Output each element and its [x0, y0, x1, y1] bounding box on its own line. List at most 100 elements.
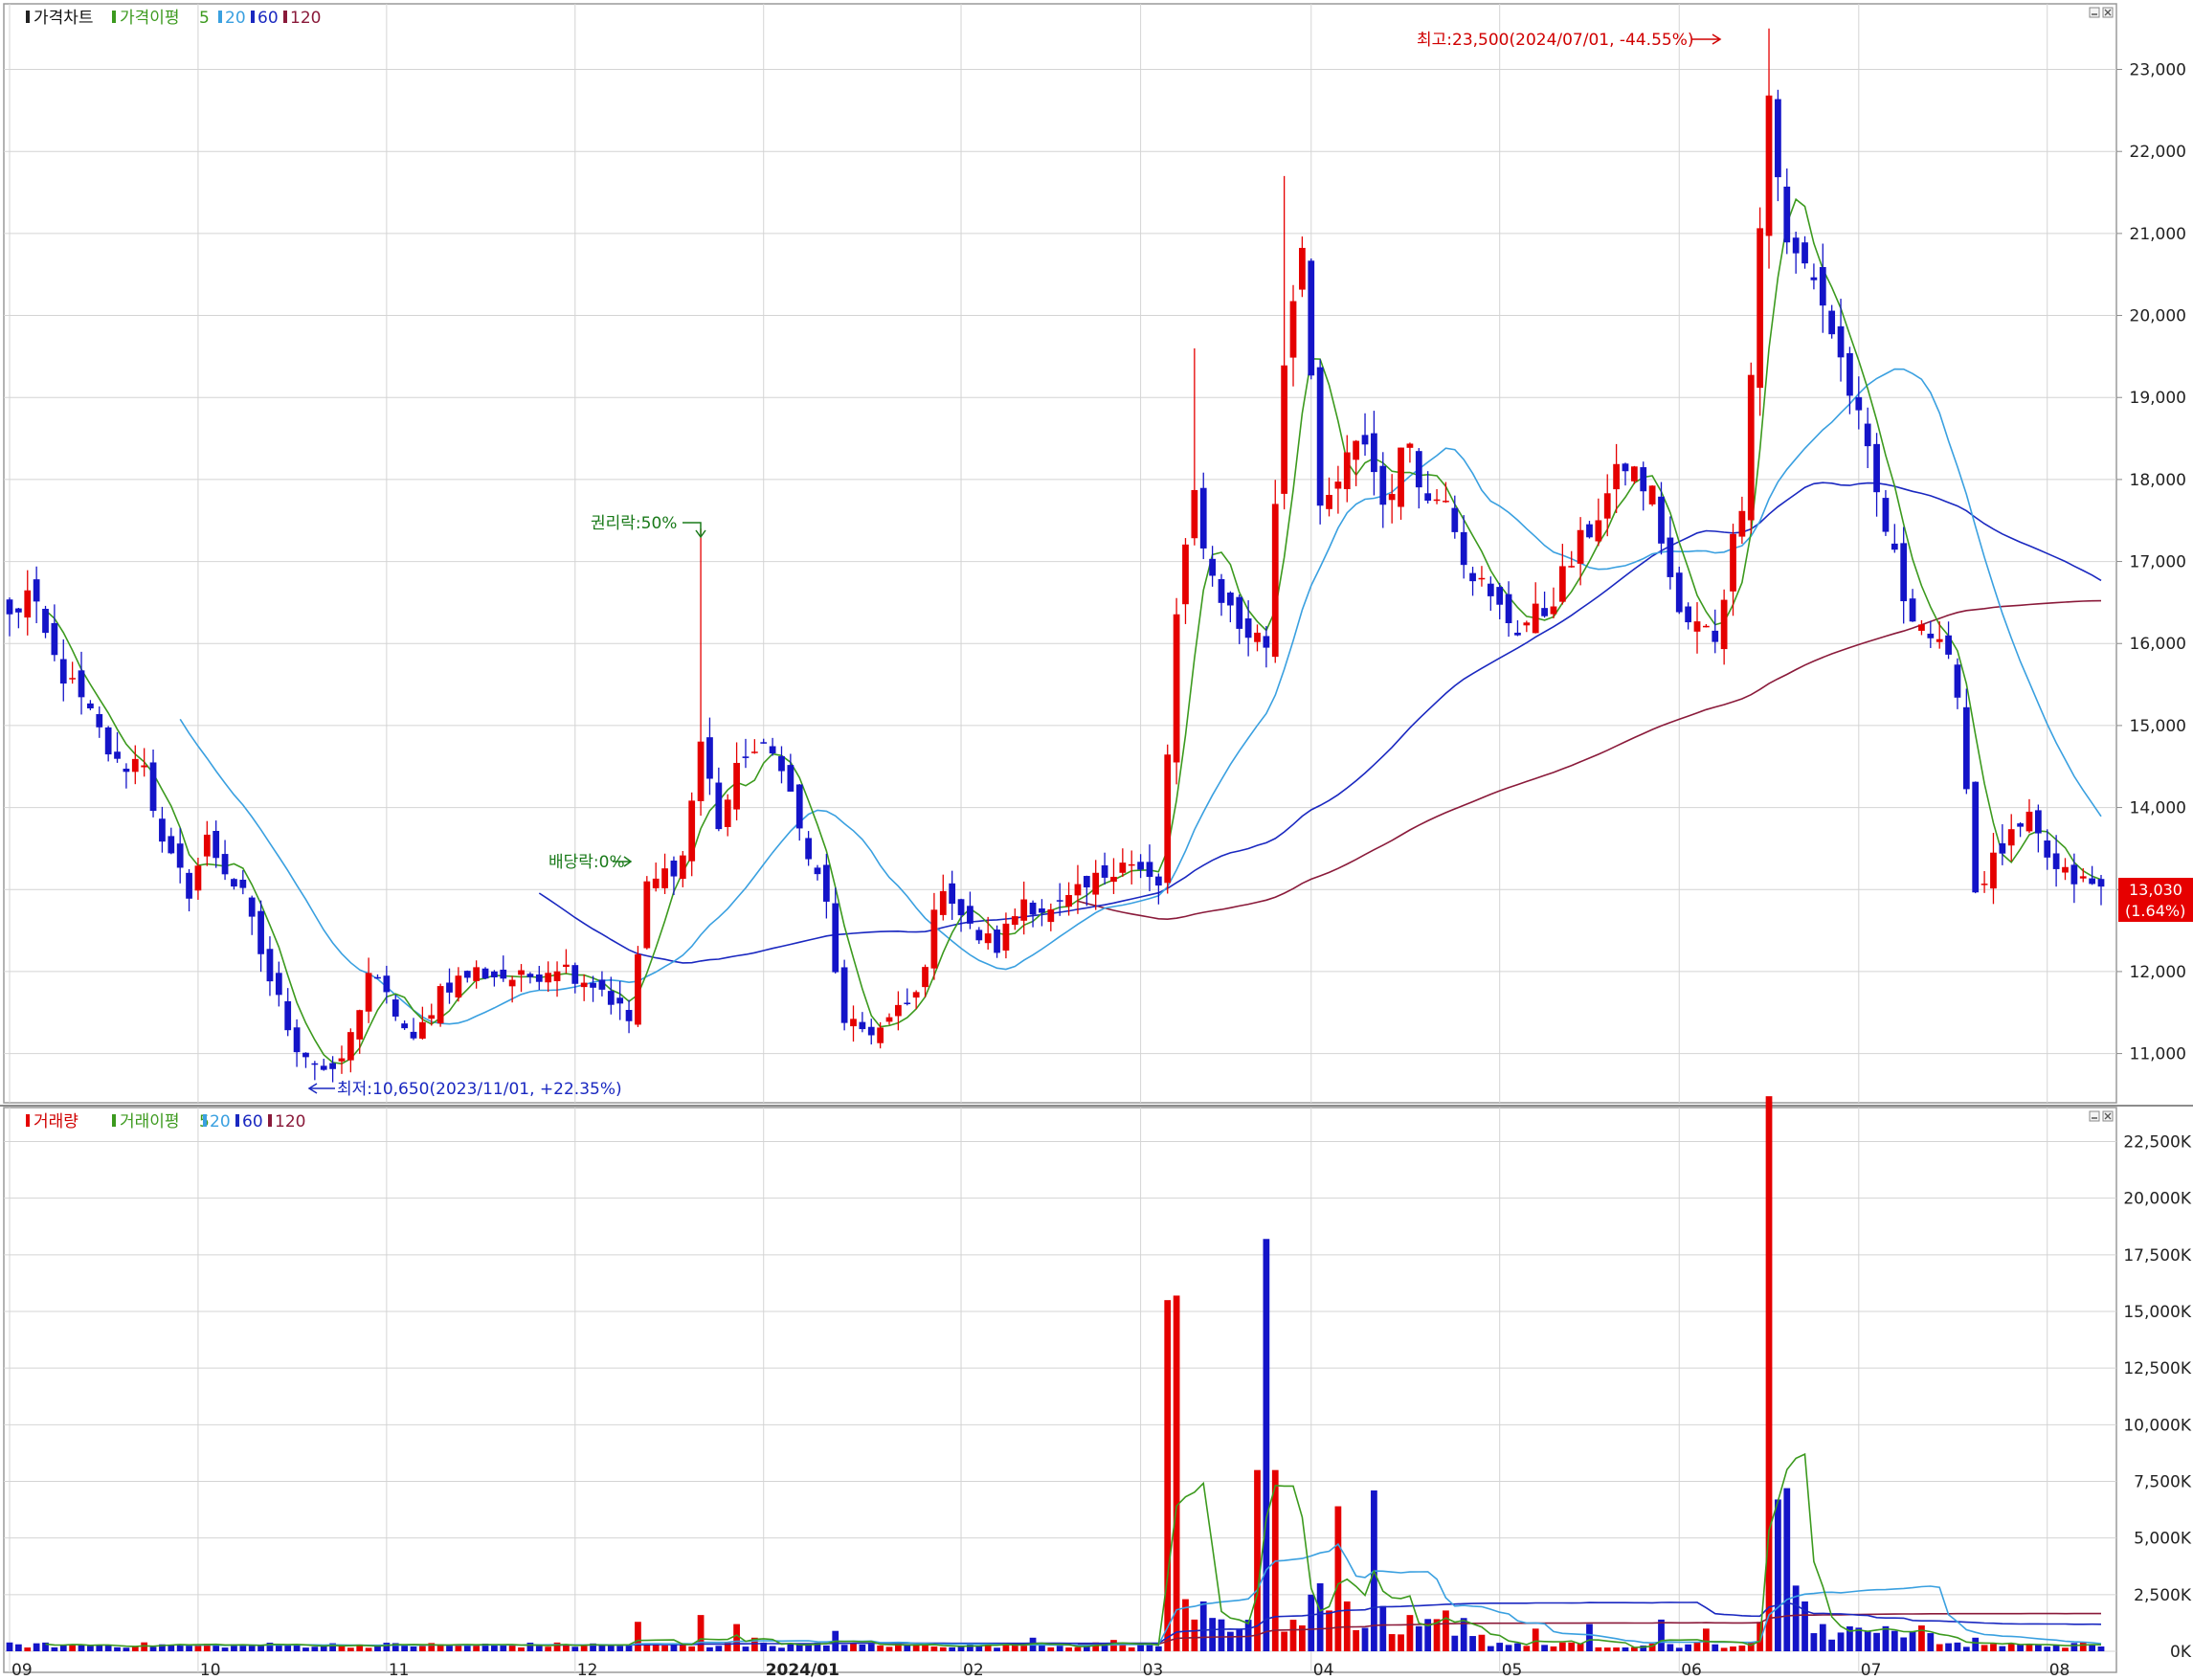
- volume-bar: [500, 1645, 507, 1651]
- volume-bar: [221, 1647, 229, 1651]
- current-change: (1.64%): [2125, 902, 2185, 920]
- candle-body: [1693, 621, 1701, 632]
- candle-body: [500, 969, 507, 979]
- price-tick-label: 17,000: [2130, 553, 2186, 572]
- high-annotation: 최고:23,500(2024/07/01, -44.55%): [1417, 31, 1722, 50]
- volume-tick-label: 12,500K: [2123, 1359, 2191, 1378]
- volume-bar: [535, 1646, 543, 1651]
- volume-bar: [1478, 1634, 1486, 1651]
- legend-price-ma-label[interactable]: 가격이평: [120, 9, 180, 28]
- candle-body: [535, 974, 543, 982]
- volume-bar: [123, 1647, 130, 1651]
- volume-bar: [733, 1624, 740, 1651]
- volume-bar: [1900, 1637, 1908, 1651]
- legend-swatch-price: [26, 11, 30, 23]
- volume-bar: [1990, 1644, 1997, 1651]
- candle-body: [1334, 482, 1342, 489]
- candle-body: [1137, 862, 1144, 870]
- candle-body: [1873, 443, 1880, 493]
- legend-volume-ma20[interactable]: 20: [210, 1112, 231, 1131]
- volume-bar: [1577, 1644, 1584, 1651]
- volume-bar: [1263, 1239, 1270, 1651]
- volume-bar: [1927, 1633, 1935, 1651]
- volume-bar: [742, 1646, 750, 1651]
- candle-body: [661, 868, 668, 888]
- volume-bar: [1218, 1619, 1225, 1651]
- legend-price-title[interactable]: 가격차트: [34, 9, 94, 28]
- volume-bar: [1011, 1645, 1018, 1651]
- candle-body: [104, 727, 112, 755]
- volume-bar: [939, 1646, 947, 1651]
- volume-bar: [87, 1646, 94, 1651]
- volume-bar: [392, 1643, 399, 1651]
- volume-bar: [1999, 1646, 2006, 1651]
- volume-tick-label: 0K: [2170, 1643, 2192, 1662]
- candle-body: [114, 751, 121, 759]
- volume-bar: [1039, 1645, 1045, 1651]
- price-tick-label: 14,000: [2130, 799, 2186, 818]
- volume-panel-close-icon[interactable]: [2102, 1110, 2114, 1122]
- legend-price-ma20[interactable]: 20: [225, 9, 246, 28]
- volume-bar: [1514, 1643, 1521, 1651]
- candle-body: [1918, 624, 1925, 631]
- x-tick-label: 12: [577, 1661, 598, 1680]
- candle-body: [742, 756, 750, 758]
- volume-bar: [1980, 1645, 1988, 1651]
- volume-panel-minimize-icon[interactable]: [2089, 1110, 2100, 1122]
- legend-swatch-ma20: [218, 11, 222, 23]
- price-panel-minimize-icon[interactable]: [2089, 7, 2100, 18]
- candle-body: [859, 1021, 866, 1030]
- volume-bar: [867, 1644, 875, 1651]
- legend-price-ma5[interactable]: 5: [199, 9, 210, 28]
- candle-body: [2017, 823, 2024, 827]
- candle-body: [1810, 277, 1818, 280]
- legend-volume-ma-label[interactable]: 거래이평: [120, 1112, 180, 1131]
- volume-bar: [1855, 1627, 1863, 1651]
- candle-body: [1236, 596, 1243, 629]
- volume-bar: [33, 1643, 40, 1651]
- candle-body: [1523, 622, 1531, 626]
- volume-bar: [1810, 1633, 1818, 1651]
- candle-body: [1443, 501, 1449, 503]
- price-legend[interactable]: 가격차트 가격이평 5 20 60 120: [26, 9, 321, 28]
- volume-legend[interactable]: 거래량 거래이평 5 20 60 120: [26, 1112, 305, 1131]
- x-tick-label: 06: [1681, 1661, 1702, 1680]
- candle-body: [1999, 842, 2006, 854]
- volume-bar: [311, 1646, 319, 1651]
- volume-bar: [679, 1643, 686, 1651]
- volume-tick-label: 10,000K: [2123, 1416, 2191, 1435]
- price-panel-close-icon[interactable]: [2102, 7, 2114, 18]
- volume-bar: [922, 1644, 929, 1651]
- candle-body: [1101, 864, 1108, 878]
- legend-price-ma120[interactable]: 120: [290, 9, 321, 28]
- volume-bar: [1119, 1644, 1127, 1651]
- volume-bar: [1712, 1644, 1719, 1651]
- candle-body: [24, 590, 32, 618]
- volume-bar: [715, 1646, 723, 1651]
- volume-bar: [1164, 1300, 1172, 1651]
- price-tick-label: 21,000: [2130, 225, 2186, 244]
- price-y-axis: 11,00012,00013,00014,00015,00016,00017,0…: [2116, 61, 2186, 1064]
- legend-volume-ma120[interactable]: 120: [275, 1112, 305, 1131]
- volume-bar: [418, 1646, 426, 1651]
- x-tick-label: 11: [389, 1661, 410, 1680]
- price-tick-label: 22,000: [2130, 143, 2186, 162]
- candle-body: [1558, 566, 1566, 602]
- candle-body: [374, 976, 381, 979]
- legend-volume-ma60[interactable]: 60: [242, 1112, 263, 1131]
- candle-body: [984, 933, 992, 944]
- volume-bar: [463, 1646, 471, 1651]
- volume-bar: [428, 1643, 436, 1651]
- candle-body: [1433, 499, 1441, 502]
- volume-bar: [302, 1647, 309, 1651]
- volume-bar: [257, 1646, 264, 1651]
- candle-body: [1936, 638, 1943, 642]
- volume-ma120-line: [1077, 1612, 2101, 1646]
- candle-body: [1199, 487, 1207, 549]
- legend-volume-title[interactable]: 거래량: [34, 1112, 78, 1131]
- legend-price-ma60[interactable]: 60: [257, 9, 279, 28]
- candle-body: [949, 883, 956, 905]
- volume-bar: [24, 1647, 32, 1651]
- volume-bar: [670, 1644, 678, 1651]
- legend-swatch-ma120: [283, 11, 287, 23]
